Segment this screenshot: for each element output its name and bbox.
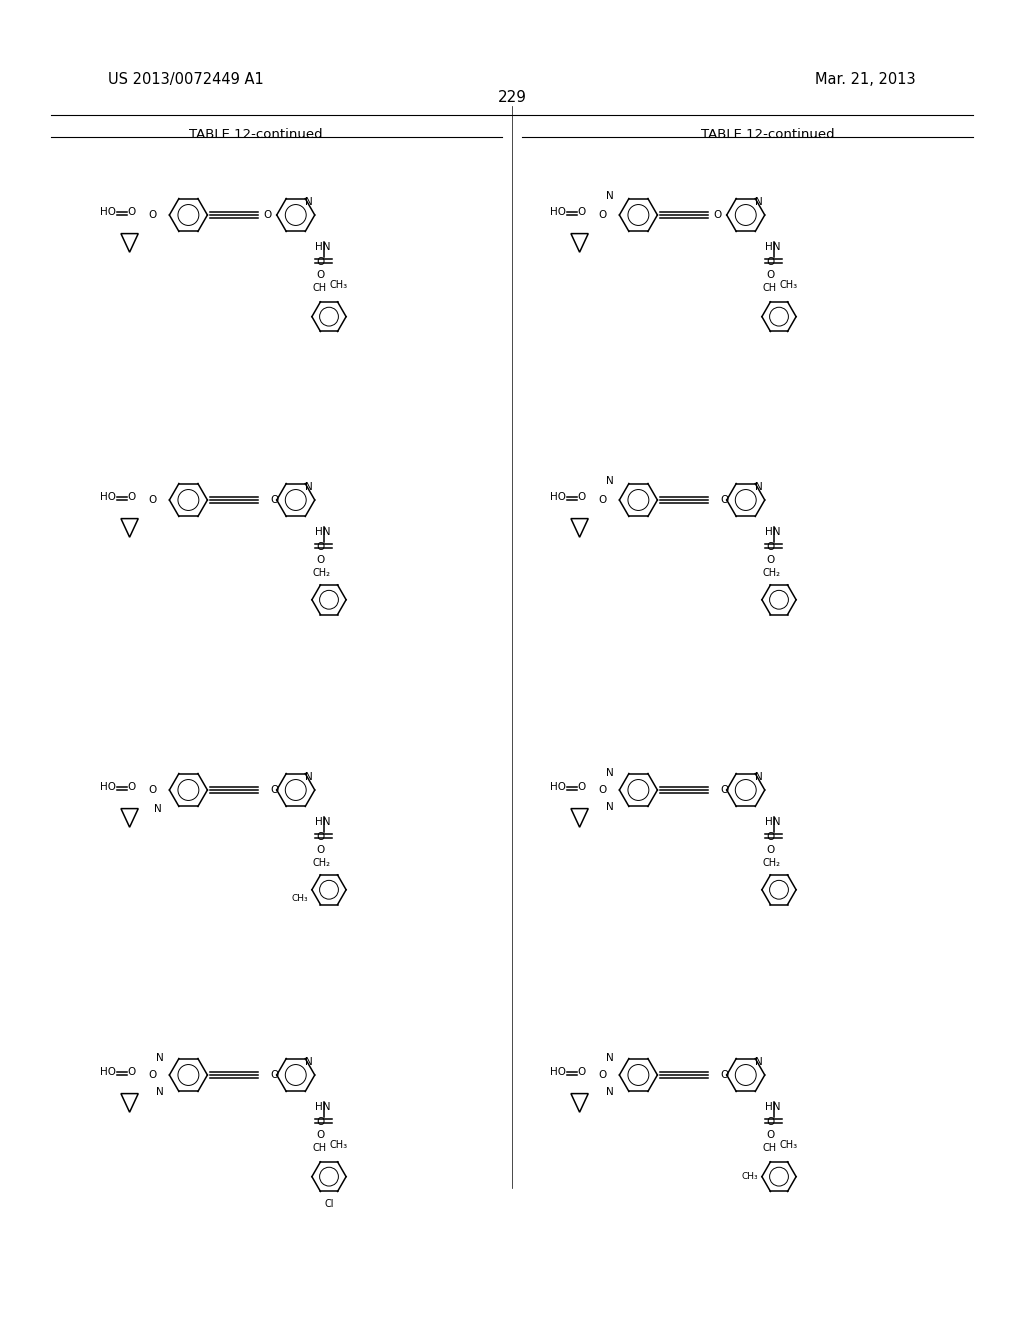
Text: 229: 229 bbox=[498, 90, 526, 106]
Text: N: N bbox=[606, 803, 613, 812]
Text: HN: HN bbox=[314, 817, 331, 826]
Text: O: O bbox=[316, 1117, 325, 1127]
Text: O: O bbox=[148, 785, 157, 795]
Text: HN: HN bbox=[765, 242, 780, 252]
Text: Mar. 21, 2013: Mar. 21, 2013 bbox=[815, 73, 916, 87]
Text: CH: CH bbox=[763, 284, 777, 293]
Text: N: N bbox=[606, 1053, 613, 1063]
Text: O: O bbox=[128, 207, 136, 216]
Text: N: N bbox=[156, 1088, 164, 1097]
Text: CH₃: CH₃ bbox=[330, 280, 348, 289]
Text: O: O bbox=[128, 781, 136, 792]
Text: N: N bbox=[606, 1088, 613, 1097]
Text: N: N bbox=[305, 1057, 313, 1067]
Text: N: N bbox=[305, 197, 313, 207]
Text: O: O bbox=[767, 1117, 775, 1127]
Text: N: N bbox=[755, 1057, 763, 1067]
Text: O: O bbox=[316, 257, 325, 267]
Text: O: O bbox=[316, 541, 325, 552]
Text: N: N bbox=[155, 804, 162, 814]
Text: O: O bbox=[598, 495, 606, 506]
Text: CH: CH bbox=[763, 1143, 777, 1154]
Text: HO: HO bbox=[550, 492, 566, 502]
Text: CH₃: CH₃ bbox=[741, 1172, 758, 1181]
Text: HO: HO bbox=[550, 207, 566, 216]
Text: O: O bbox=[148, 495, 157, 506]
Text: O: O bbox=[148, 1071, 157, 1080]
Text: O: O bbox=[270, 495, 279, 506]
Text: O: O bbox=[270, 785, 279, 795]
Text: O: O bbox=[767, 1130, 775, 1140]
Text: O: O bbox=[263, 210, 271, 220]
Text: O: O bbox=[316, 271, 325, 280]
Text: HN: HN bbox=[765, 527, 780, 537]
Text: CH₃: CH₃ bbox=[330, 1139, 348, 1150]
Text: O: O bbox=[128, 492, 136, 502]
Text: O: O bbox=[767, 556, 775, 565]
Text: O: O bbox=[767, 271, 775, 280]
Text: O: O bbox=[270, 1071, 279, 1080]
Text: O: O bbox=[721, 495, 729, 506]
Text: N: N bbox=[755, 772, 763, 781]
Text: O: O bbox=[148, 210, 157, 220]
Text: CH₂: CH₂ bbox=[313, 858, 331, 869]
Text: O: O bbox=[316, 556, 325, 565]
Text: CH₃: CH₃ bbox=[780, 1139, 798, 1150]
Text: HN: HN bbox=[314, 527, 331, 537]
Text: HO: HO bbox=[550, 781, 566, 792]
Text: O: O bbox=[578, 492, 586, 502]
Text: O: O bbox=[128, 1067, 136, 1077]
Text: CH₂: CH₂ bbox=[763, 569, 781, 578]
Text: N: N bbox=[606, 477, 613, 486]
Text: US 2013/0072449 A1: US 2013/0072449 A1 bbox=[108, 73, 264, 87]
Text: N: N bbox=[755, 482, 763, 492]
Text: O: O bbox=[721, 1071, 729, 1080]
Text: O: O bbox=[598, 1071, 606, 1080]
Text: HO: HO bbox=[550, 1067, 566, 1077]
Text: O: O bbox=[767, 541, 775, 552]
Text: CH₃: CH₃ bbox=[292, 894, 308, 903]
Text: CH: CH bbox=[313, 284, 327, 293]
Text: CH₂: CH₂ bbox=[313, 569, 331, 578]
Text: CH₃: CH₃ bbox=[780, 280, 798, 289]
Text: O: O bbox=[316, 1130, 325, 1140]
Text: TABLE 12-continued: TABLE 12-continued bbox=[189, 128, 323, 141]
Text: HO: HO bbox=[100, 1067, 116, 1077]
Text: O: O bbox=[578, 781, 586, 792]
Text: HN: HN bbox=[765, 1102, 780, 1111]
Text: CH: CH bbox=[313, 1143, 327, 1154]
Text: N: N bbox=[755, 197, 763, 207]
Text: O: O bbox=[721, 785, 729, 795]
Text: N: N bbox=[606, 768, 613, 777]
Text: N: N bbox=[305, 772, 313, 781]
Text: CH₂: CH₂ bbox=[763, 858, 781, 869]
Text: TABLE 12-continued: TABLE 12-continued bbox=[701, 128, 835, 141]
Text: O: O bbox=[767, 832, 775, 842]
Text: HN: HN bbox=[314, 1102, 331, 1111]
Text: HO: HO bbox=[100, 207, 116, 216]
Text: O: O bbox=[713, 210, 721, 220]
Text: O: O bbox=[598, 785, 606, 795]
Text: O: O bbox=[598, 210, 606, 220]
Text: HN: HN bbox=[765, 817, 780, 826]
Text: HO: HO bbox=[100, 781, 116, 792]
Text: O: O bbox=[767, 257, 775, 267]
Text: O: O bbox=[316, 845, 325, 855]
Text: O: O bbox=[578, 207, 586, 216]
Text: O: O bbox=[316, 832, 325, 842]
Text: O: O bbox=[767, 845, 775, 855]
Text: N: N bbox=[156, 1053, 164, 1063]
Text: O: O bbox=[578, 1067, 586, 1077]
Text: Cl: Cl bbox=[325, 1200, 334, 1209]
Text: HO: HO bbox=[100, 492, 116, 502]
Text: N: N bbox=[305, 482, 313, 492]
Text: N: N bbox=[606, 191, 613, 201]
Text: HN: HN bbox=[314, 242, 331, 252]
